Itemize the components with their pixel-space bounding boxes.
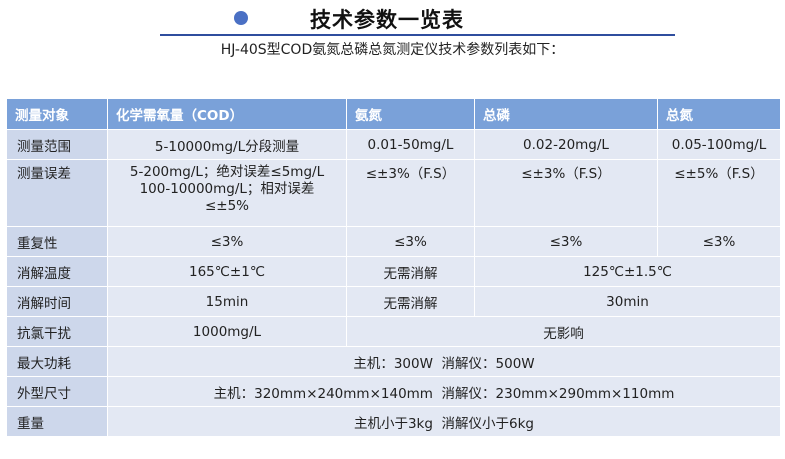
- table-row-repeat: 重复性 ≤3% ≤3% ≤3% ≤3%: [6, 226, 781, 257]
- page-subtitle: HJ-40S型COD氨氮总磷总氮测定仪技术参数列表如下：: [220, 42, 565, 58]
- cell-cod: 1000mg/L: [107, 316, 347, 347]
- cell-cod: 5-200mg/L；绝对误差≤5mg/L 100-10000mg/L；相对误差 …: [107, 159, 347, 227]
- cell-value: 主机：300W 消解仪：500W: [107, 346, 781, 377]
- row-label: 重量: [6, 406, 108, 437]
- table-row-temp: 消解温度 165℃±1℃ 无需消解 125℃±1.5℃: [6, 256, 781, 287]
- cell-nh3: 无需消解: [346, 256, 475, 287]
- cell-cod: 165℃±1℃: [107, 256, 347, 287]
- title-divider: [160, 34, 675, 36]
- table-row-time: 消解时间 15min 无需消解 30min: [6, 286, 781, 317]
- row-label: 抗氯干扰: [6, 316, 108, 347]
- cell-tn: 0.05-100mg/L: [657, 129, 781, 160]
- table-row-range: 测量范围 5-10000mg/L分段测量 0.01-50mg/L 0.02-20…: [6, 129, 781, 160]
- cell-tp-tn: 125℃±1.5℃: [474, 256, 781, 287]
- cod-error-line2: 100-10000mg/L；相对误差: [139, 181, 315, 197]
- cell-cod: 5-10000mg/L分段测量: [107, 129, 347, 160]
- row-label: 最大功耗: [6, 346, 108, 377]
- cell-tn: ≤3%: [657, 226, 781, 257]
- column-header-tn: 总氮: [657, 98, 781, 130]
- table-header-row: 测量对象 化学需氧量（COD） 氨氮 总磷 总氮: [6, 98, 781, 130]
- cell-others: 无影响: [346, 316, 781, 347]
- cell-nh3: ≤3%: [346, 226, 475, 257]
- table-row-chlorine: 抗氯干扰 1000mg/L 无影响: [6, 316, 781, 347]
- row-label: 重复性: [6, 226, 108, 257]
- column-header-tp: 总磷: [474, 98, 658, 130]
- page-title: 技术参数一览表: [310, 8, 464, 32]
- cell-cod: ≤3%: [107, 226, 347, 257]
- cell-nh3: 无需消解: [346, 286, 475, 317]
- column-header-object: 测量对象: [6, 98, 108, 130]
- cell-tp: 0.02-20mg/L: [474, 129, 658, 160]
- table-row-size: 外型尺寸 主机：320mm×240mm×140mm 消解仪：230mm×290m…: [6, 376, 781, 407]
- cell-tn: ≤±5%（F.S）: [657, 159, 781, 227]
- spec-table: 测量对象 化学需氧量（COD） 氨氮 总磷 总氮 测量范围 5-10000mg/…: [6, 98, 781, 437]
- cell-nh3: 0.01-50mg/L: [346, 129, 475, 160]
- cell-value: 主机：320mm×240mm×140mm 消解仪：230mm×290mm×110…: [107, 376, 781, 407]
- row-label: 消解温度: [6, 256, 108, 287]
- cell-tp: ≤±3%（F.S）: [474, 159, 658, 227]
- cell-nh3: ≤±3%（F.S）: [346, 159, 475, 227]
- cod-error-line1: 5-200mg/L；绝对误差≤5mg/L: [129, 164, 325, 180]
- column-header-nh3: 氨氮: [346, 98, 475, 130]
- row-label: 外型尺寸: [6, 376, 108, 407]
- title-bullet-icon: [234, 11, 248, 25]
- cell-cod: 15min: [107, 286, 347, 317]
- column-header-cod: 化学需氧量（COD）: [107, 98, 347, 130]
- cell-tp-tn: 30min: [474, 286, 781, 317]
- cell-tp: ≤3%: [474, 226, 658, 257]
- table-row-error: 测量误差 5-200mg/L；绝对误差≤5mg/L 100-10000mg/L；…: [6, 159, 781, 227]
- cod-error-line3: ≤±5%: [204, 198, 250, 214]
- cell-value: 主机小于3kg 消解仪小于6kg: [107, 406, 781, 437]
- table-row-power: 最大功耗 主机：300W 消解仪：500W: [6, 346, 781, 377]
- row-label: 消解时间: [6, 286, 108, 317]
- row-label: 测量误差: [6, 159, 108, 227]
- table-row-weight: 重量 主机小于3kg 消解仪小于6kg: [6, 406, 781, 437]
- row-label: 测量范围: [6, 129, 108, 160]
